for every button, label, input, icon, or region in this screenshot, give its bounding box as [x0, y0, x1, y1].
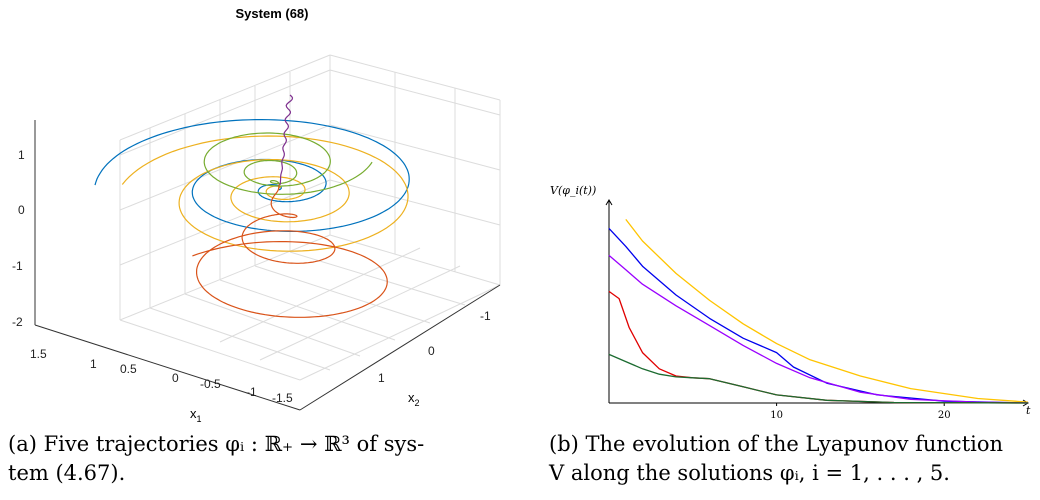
x1-axis-label: x1: [190, 406, 202, 424]
x1-tick-label: 0: [172, 371, 179, 385]
x1-tick-label: -0.5: [200, 377, 221, 391]
chart-lyapunov-panel: V(φ_i(t)) t 10 20 (b) The evolution of th…: [520, 0, 1040, 500]
z-tick-label: 1: [18, 148, 25, 162]
grid-3d: [119, 54, 501, 381]
y-axis-arrow: [605, 199, 613, 206]
axes-2d: 10 20: [605, 199, 1029, 421]
series-lines: [608, 219, 1029, 404]
caption-a-line2: tem (4.67).: [8, 461, 126, 485]
z-tick-label: -2: [12, 315, 23, 329]
x1-tick-label: 1: [90, 357, 97, 371]
x-tick-label: 20: [938, 410, 951, 421]
series-line-5: [608, 353, 1029, 404]
chart-3d: System (68): [12, 6, 501, 424]
series-line-3: [608, 254, 1029, 404]
caption-b: (b) The evolution of the Lyapunov functi…: [549, 430, 1039, 488]
trajectory-5: [279, 94, 294, 186]
series-line-1: [625, 219, 1029, 403]
z-tick-label: -1: [12, 259, 23, 273]
chart-3d-panel: System (68): [8, 6, 508, 488]
x1-tick-label: 0.5: [120, 362, 137, 376]
caption-a: (a) Five trajectories φᵢ : ℝ₊ → ℝ³ of sy…: [8, 430, 508, 488]
x2-tick-label: -1: [480, 309, 491, 323]
chart-title: System (68): [236, 6, 309, 21]
axes-3d: [34, 120, 501, 411]
series-line-4: [608, 290, 1029, 404]
x1-tick-label: -1.5: [272, 391, 293, 405]
trajectory-4: [192, 184, 388, 318]
x2-axis-label: x2: [408, 390, 420, 408]
y-axis-label: V(φ_i(t)): [550, 184, 596, 197]
x-tick-label: 10: [770, 410, 783, 421]
chart-lyapunov: V(φ_i(t)) t 10 20: [550, 184, 1031, 421]
x1-tick-label: -1: [246, 385, 257, 399]
z-tick-label: 0: [18, 203, 25, 217]
x2-tick-label: 0: [428, 344, 435, 358]
caption-b-line1: (b) The evolution of the Lyapunov functi…: [549, 432, 1004, 456]
trajectory-2: [121, 135, 409, 252]
caption-a-line1: (a) Five trajectories φᵢ : ℝ₊ → ℝ³ of sy…: [8, 432, 425, 456]
trajectory-1: [94, 119, 410, 232]
trajectory-3: [203, 132, 373, 195]
x2-tick-label: 1: [378, 371, 385, 385]
trajectories: [94, 94, 410, 318]
x1-tick-label: 1.5: [30, 347, 47, 361]
x-axis-label: t: [1026, 404, 1031, 417]
caption-b-line2: V along the solutions φᵢ, i = 1, . . . ,…: [549, 461, 950, 485]
